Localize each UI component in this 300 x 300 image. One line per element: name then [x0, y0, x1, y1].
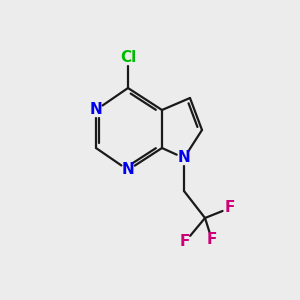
Text: F: F: [225, 200, 235, 215]
Text: F: F: [207, 232, 217, 247]
Text: N: N: [90, 103, 102, 118]
Text: N: N: [178, 151, 190, 166]
Text: F: F: [180, 235, 190, 250]
Text: N: N: [122, 163, 134, 178]
Text: Cl: Cl: [120, 50, 136, 65]
